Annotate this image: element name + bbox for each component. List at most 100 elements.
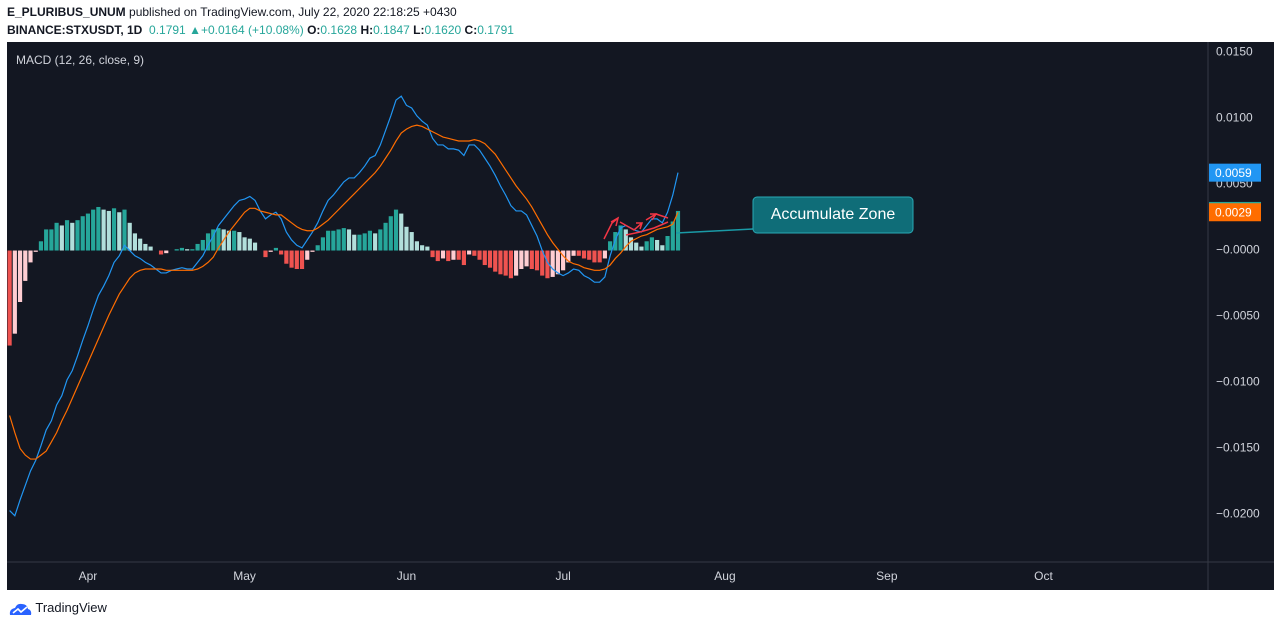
ohlc-label: C:: [464, 23, 478, 37]
histogram-bar: [7, 250, 12, 346]
histogram-bar: [273, 247, 279, 251]
histogram-bar: [388, 216, 393, 251]
histogram-bar: [529, 250, 534, 270]
histogram-bar: [12, 250, 17, 334]
histogram-bar: [336, 229, 341, 251]
histogram-bar: [519, 250, 524, 270]
histogram-bar: [148, 246, 153, 251]
histogram-bar: [409, 232, 414, 251]
histogram-bar: [451, 250, 456, 260]
histogram-bar: [205, 233, 211, 251]
histogram-bar: [70, 222, 75, 251]
histogram-bar: [665, 236, 670, 251]
histogram-bar: [461, 250, 466, 266]
histogram-bar: [393, 209, 399, 251]
histogram-bar: [49, 229, 54, 251]
chart-background: [7, 42, 1274, 590]
callout-text: Accumulate Zone: [771, 206, 896, 223]
ohlc-value: 0.1791: [477, 23, 514, 37]
histogram-bar: [357, 234, 362, 251]
indicator-label: MACD (12, 26, close, 9): [16, 53, 144, 67]
arrow-drawing: [610, 216, 620, 227]
histogram-bar: [571, 250, 576, 256]
histogram-bar: [550, 250, 555, 277]
histogram-bar: [503, 250, 508, 276]
arrow: ▲: [189, 23, 201, 37]
x-tick-label: Aug: [714, 569, 735, 583]
histogram-bar: [618, 225, 623, 251]
histogram-bar: [138, 238, 143, 251]
histogram-bar: [326, 230, 331, 251]
histogram-bar: [602, 250, 607, 259]
histogram-bar: [346, 229, 352, 251]
histogram-bar: [331, 230, 336, 251]
histogram-bar: [23, 250, 28, 281]
histogram-bar: [216, 228, 221, 251]
histogram-bar: [592, 250, 597, 263]
histogram-bar: [514, 250, 519, 276]
ohlc-value: 0.1847: [373, 23, 410, 37]
histogram-bar: [242, 237, 247, 251]
histogram-bar: [252, 242, 258, 251]
histogram-bar: [341, 228, 346, 251]
histogram-bar: [670, 221, 675, 251]
histogram-bar: [425, 246, 430, 251]
histogram-bar: [38, 241, 44, 251]
brand: TradingView: [35, 600, 107, 615]
histogram-bar: [315, 245, 320, 251]
histogram-bar: [581, 250, 587, 259]
histogram-bar: [545, 250, 550, 279]
ohlc-value: 0.1628: [320, 23, 358, 37]
histogram-bar: [268, 250, 273, 252]
price: 0.1791: [149, 23, 186, 37]
histogram-bar: [456, 250, 461, 260]
histogram-bar: [508, 250, 513, 279]
histogram-bar: [493, 250, 498, 272]
ohlc-label: O:: [307, 23, 321, 37]
arrow-drawing: [636, 222, 644, 230]
histogram-bar: [143, 243, 148, 251]
drawings: [603, 213, 669, 240]
footer: TradingView: [8, 600, 107, 617]
y-tick-label: −0.0200: [1216, 507, 1260, 521]
histogram-bar: [498, 250, 503, 275]
macd-line: [9, 95, 679, 517]
histogram-bar: [435, 250, 440, 262]
histogram-bar: [467, 250, 472, 255]
histogram-bar: [524, 250, 529, 267]
callout-box: [752, 196, 914, 234]
histogram-bar: [310, 250, 315, 252]
header-line-1: E_PLURIBUS_UNUM published on TradingView…: [7, 5, 457, 19]
histogram-bar: [226, 230, 232, 251]
histogram-bar: [122, 209, 127, 251]
histogram-bar: [608, 241, 613, 251]
histogram-bar: [174, 249, 179, 251]
last-value-label: 0.0029: [1215, 205, 1252, 219]
x-tick-label: Apr: [79, 569, 98, 583]
histogram-bar: [179, 247, 185, 251]
change: +0.0164 (+10.08%): [200, 23, 304, 37]
histogram-bar: [420, 245, 425, 251]
histogram-bar: [54, 222, 59, 251]
histogram-bar: [305, 250, 310, 260]
histogram-bar: [404, 226, 409, 251]
arrow-drawing: [619, 221, 643, 231]
plot: 0.01500.01000.0050−0.0000−0.0050−0.0100−…: [7, 45, 1260, 583]
histogram-bar: [28, 250, 33, 263]
histogram-bar: [200, 239, 205, 251]
last-value-label: 0.0059: [1215, 166, 1252, 180]
histogram-bar: [472, 250, 477, 256]
histogram-bar: [263, 250, 268, 258]
histogram-bar: [117, 212, 122, 251]
last-value-box: [1209, 203, 1261, 222]
histogram-bar: [555, 250, 560, 275]
published: published on TradingView.com, July 22, 2…: [129, 5, 457, 19]
histogram-bar: [628, 237, 634, 251]
x-tick-label: Jul: [555, 569, 570, 583]
histogram-bar: [399, 213, 404, 251]
histogram-bar: [111, 208, 117, 251]
histogram-bar: [597, 250, 602, 263]
histogram-bar: [634, 242, 639, 251]
histogram-bar: [655, 239, 660, 251]
ohlc-label: L:: [413, 23, 425, 37]
